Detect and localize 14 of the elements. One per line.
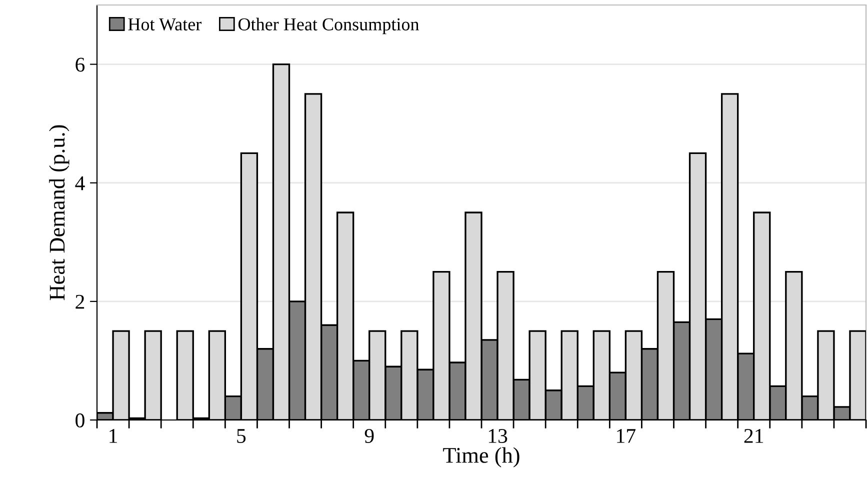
x-tick-label: 1 bbox=[110, 429, 117, 443]
y-tick-label: 4 bbox=[75, 176, 85, 190]
y-tick-label: 0 bbox=[76, 413, 84, 428]
x-axis-title: Time (h) bbox=[443, 447, 520, 468]
x-tick-label: 21 bbox=[744, 428, 764, 443]
y-tick-label: 6 bbox=[76, 58, 85, 72]
x-tick-label: 13 bbox=[488, 428, 508, 443]
x-tick-label: 9 bbox=[364, 428, 374, 443]
x-tick-label: 5 bbox=[237, 429, 246, 443]
legend-label: Hot Water bbox=[128, 18, 202, 31]
y-axis-title: Heat Demand (p.u.) bbox=[49, 125, 70, 300]
y-tick-label: 2 bbox=[76, 294, 84, 309]
legend-label: Other Heat Consumption bbox=[238, 18, 420, 34]
x-tick-label: 17 bbox=[617, 429, 636, 443]
